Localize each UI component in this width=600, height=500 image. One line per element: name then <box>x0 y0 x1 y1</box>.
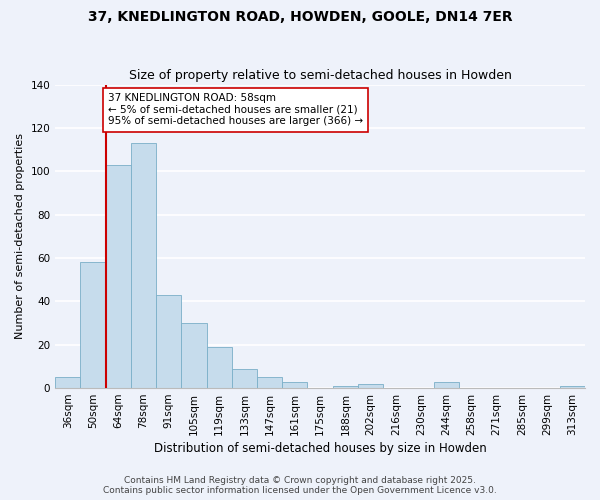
Bar <box>131 143 156 388</box>
Bar <box>80 262 106 388</box>
Bar <box>332 386 358 388</box>
Bar <box>257 377 282 388</box>
X-axis label: Distribution of semi-detached houses by size in Howden: Distribution of semi-detached houses by … <box>154 442 487 455</box>
Bar <box>232 368 257 388</box>
Bar <box>434 382 459 388</box>
Title: Size of property relative to semi-detached houses in Howden: Size of property relative to semi-detach… <box>128 69 512 82</box>
Bar <box>156 295 181 388</box>
Bar <box>358 384 383 388</box>
Text: 37 KNEDLINGTON ROAD: 58sqm
← 5% of semi-detached houses are smaller (21)
95% of : 37 KNEDLINGTON ROAD: 58sqm ← 5% of semi-… <box>108 93 363 126</box>
Bar <box>55 377 80 388</box>
Text: 37, KNEDLINGTON ROAD, HOWDEN, GOOLE, DN14 7ER: 37, KNEDLINGTON ROAD, HOWDEN, GOOLE, DN1… <box>88 10 512 24</box>
Bar <box>181 323 206 388</box>
Y-axis label: Number of semi-detached properties: Number of semi-detached properties <box>15 134 25 340</box>
Bar <box>560 386 585 388</box>
Text: Contains HM Land Registry data © Crown copyright and database right 2025.
Contai: Contains HM Land Registry data © Crown c… <box>103 476 497 495</box>
Bar <box>106 165 131 388</box>
Bar <box>282 382 307 388</box>
Bar <box>206 347 232 388</box>
